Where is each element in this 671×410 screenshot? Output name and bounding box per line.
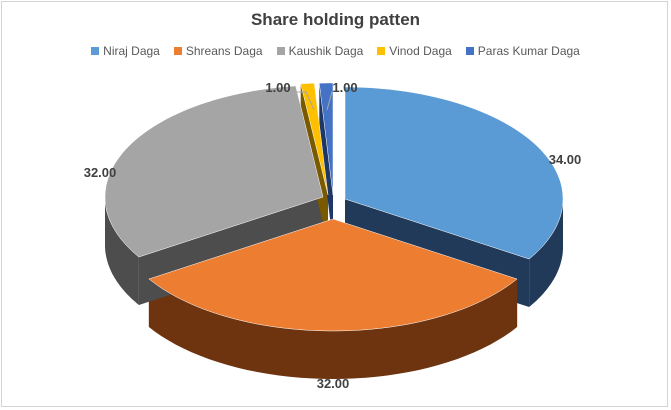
slice-wall-paras-kumar-daga	[319, 83, 333, 243]
legend-label: Shreans Daga	[185, 44, 263, 58]
slice-kaushik-daga	[104, 85, 324, 258]
leader-line-paras-kumar-daga	[326, 91, 333, 111]
legend-item-shreans-daga: Shreans Daga	[173, 44, 263, 58]
legend-swatch	[276, 47, 285, 55]
data-label-vinod-daga: 1.00	[265, 80, 290, 95]
chart-title: Share holding patten	[250, 10, 421, 29]
legend-label: Niraj Daga	[103, 44, 160, 58]
slice-side-kaushik-daga	[105, 197, 139, 305]
legend-item-vinod-daga: Vinod Daga	[377, 44, 452, 58]
legend-item-kaushik-daga: Kaushik Daga	[276, 44, 364, 58]
leader-line-vinod-daga	[293, 91, 315, 111]
legend-swatch	[465, 47, 474, 55]
legend-swatch	[377, 47, 386, 55]
legend-label: Kaushik Daga	[288, 44, 364, 58]
legend-swatch	[173, 47, 182, 55]
data-label-paras-kumar-daga: 1.00	[332, 80, 357, 95]
data-label-shreans-daga: 32.00	[317, 376, 350, 391]
slice-side-shreans-daga	[148, 279, 518, 379]
slice-vinod-daga	[300, 82, 329, 196]
slice-shreans-daga	[148, 218, 518, 332]
chart-legend: Niraj Daga Shreans Daga Kaushik Daga Vin…	[0, 44, 671, 58]
legend-label: Paras Kumar Daga	[477, 44, 580, 58]
legend-swatch	[91, 47, 100, 55]
legend-item-niraj-daga: Niraj Daga	[91, 44, 160, 58]
legend-item-paras-kumar-daga: Paras Kumar Daga	[465, 44, 580, 58]
pie-tops	[104, 82, 564, 332]
slice-side-niraj-daga	[529, 199, 563, 307]
data-label-kaushik-daga: 32.00	[84, 165, 117, 180]
legend-label: Vinod Daga	[389, 44, 452, 58]
slice-paras-kumar-daga	[319, 82, 334, 196]
data-label-niraj-daga: 34.00	[549, 152, 582, 167]
slice-niraj-daga	[344, 86, 564, 260]
data-labels: 34.00 32.00 32.00 1.00 1.00	[84, 80, 582, 391]
